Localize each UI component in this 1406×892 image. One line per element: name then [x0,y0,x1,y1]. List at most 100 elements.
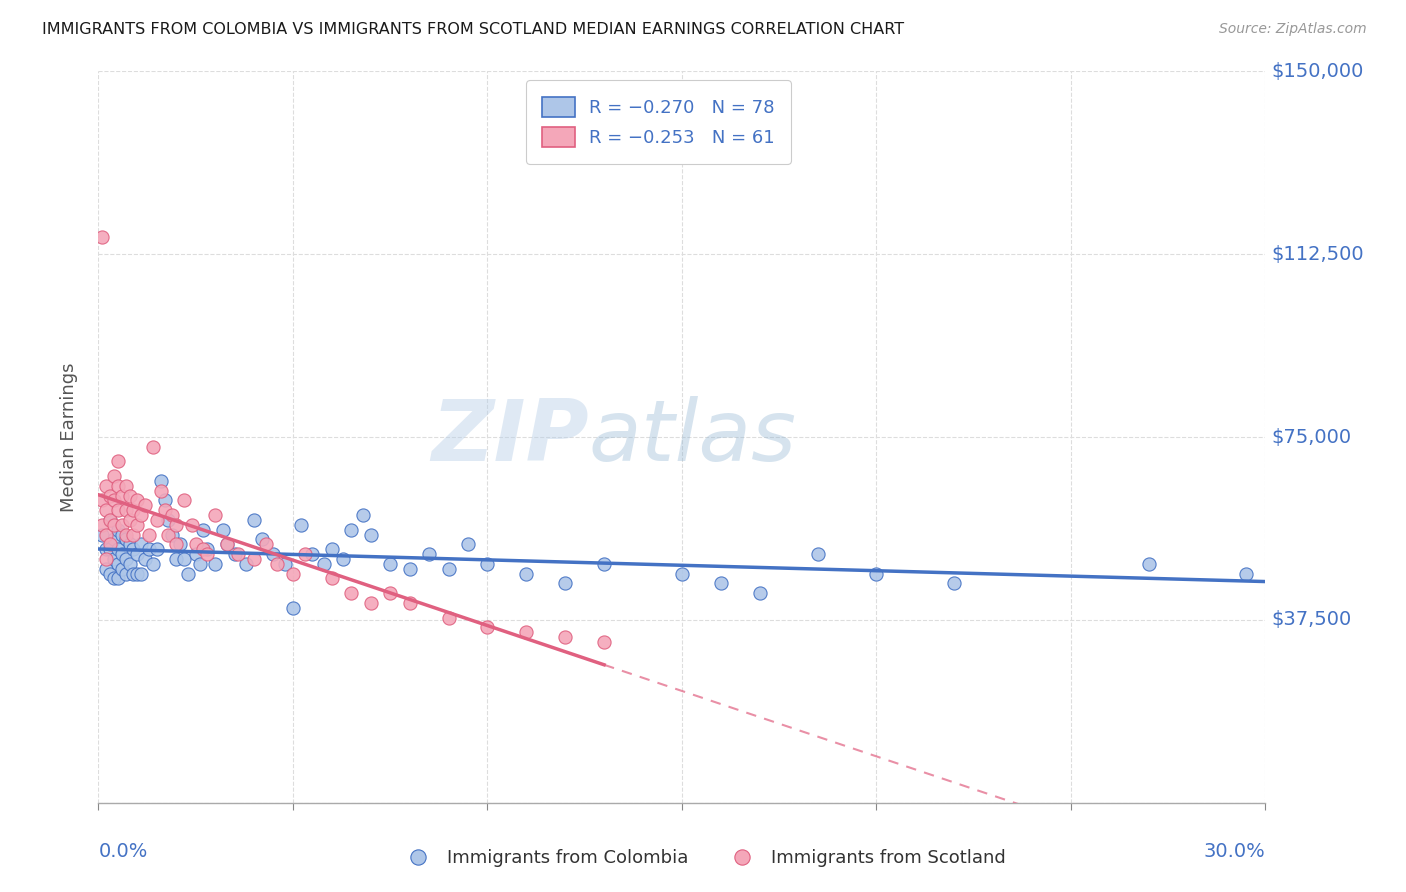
Point [114,479,136,493]
Point [98,542,121,557]
Point [107,572,129,586]
Point [111,547,134,561]
Point [204,557,226,571]
Point [554,576,576,591]
Point [122,503,145,517]
Point [1137,557,1160,571]
Point [122,542,145,557]
Point [103,572,125,586]
Point [180,517,202,532]
Point [111,527,134,541]
Point [127,493,149,508]
Point [103,493,125,508]
Point [865,566,887,581]
Point [224,547,246,561]
Point [103,533,125,547]
Point [118,489,141,503]
Point [107,479,129,493]
Point [215,537,238,551]
Point [98,513,121,527]
Point [437,610,460,624]
Point [593,557,616,571]
Point [515,625,537,640]
Point [457,537,479,551]
Text: $37,500: $37,500 [1271,610,1351,630]
Point [103,552,125,566]
Point [165,517,187,532]
Point [173,493,195,508]
Text: atlas: atlas [589,395,797,479]
Point [710,576,733,591]
Point [360,596,382,610]
Point [111,562,134,576]
Point [254,537,277,551]
Point [169,537,191,551]
Point [118,513,141,527]
Point [398,596,420,610]
Point [418,547,440,561]
Point [380,586,402,600]
Point [235,557,257,571]
Point [127,566,149,581]
Point [91,493,114,508]
Point [98,489,121,503]
Point [127,547,149,561]
Point [274,557,297,571]
Point [142,440,165,454]
Point [195,542,218,557]
Point [195,547,218,561]
Point [204,508,226,522]
Text: IMMIGRANTS FROM COLOMBIA VS IMMIGRANTS FROM SCOTLAND MEDIAN EARNINGS CORRELATION: IMMIGRANTS FROM COLOMBIA VS IMMIGRANTS F… [42,22,904,37]
Point [122,527,145,541]
Point [177,566,200,581]
Point [360,527,382,541]
Point [332,552,354,566]
Legend: R = −0.270   N = 78, R = −0.253   N = 61: R = −0.270 N = 78, R = −0.253 N = 61 [526,80,792,163]
Point [281,600,304,615]
Point [96,479,118,493]
Point [294,547,316,561]
Point [129,508,152,522]
Point [321,572,343,586]
Point [477,557,499,571]
Point [807,547,830,561]
Point [312,557,335,571]
Point [118,537,141,551]
Point [243,513,266,527]
Point [515,566,537,581]
Point [184,547,207,561]
Point [250,533,273,547]
Point [127,517,149,532]
Point [107,503,129,517]
Point [91,230,114,244]
Point [114,566,136,581]
Point [114,533,136,547]
Point [149,483,172,498]
Point [91,527,114,541]
Point [98,537,121,551]
Point [107,557,129,571]
Point [173,552,195,566]
Point [146,513,169,527]
Point [96,562,118,576]
Point [138,542,160,557]
Point [593,635,616,649]
Point [165,552,187,566]
Point [111,517,134,532]
Point [138,527,160,541]
Point [91,517,114,532]
Point [162,508,184,522]
Point [96,542,118,557]
Point [96,527,118,541]
Point [114,503,136,517]
Y-axis label: Median Earnings: Median Earnings [59,362,77,512]
Point [290,517,312,532]
Point [129,537,152,551]
Point [153,503,176,517]
Point [477,620,499,634]
Point [437,562,460,576]
Point [134,552,156,566]
Text: 0.0%: 0.0% [98,842,148,861]
Point [321,542,343,557]
Point [943,576,966,591]
